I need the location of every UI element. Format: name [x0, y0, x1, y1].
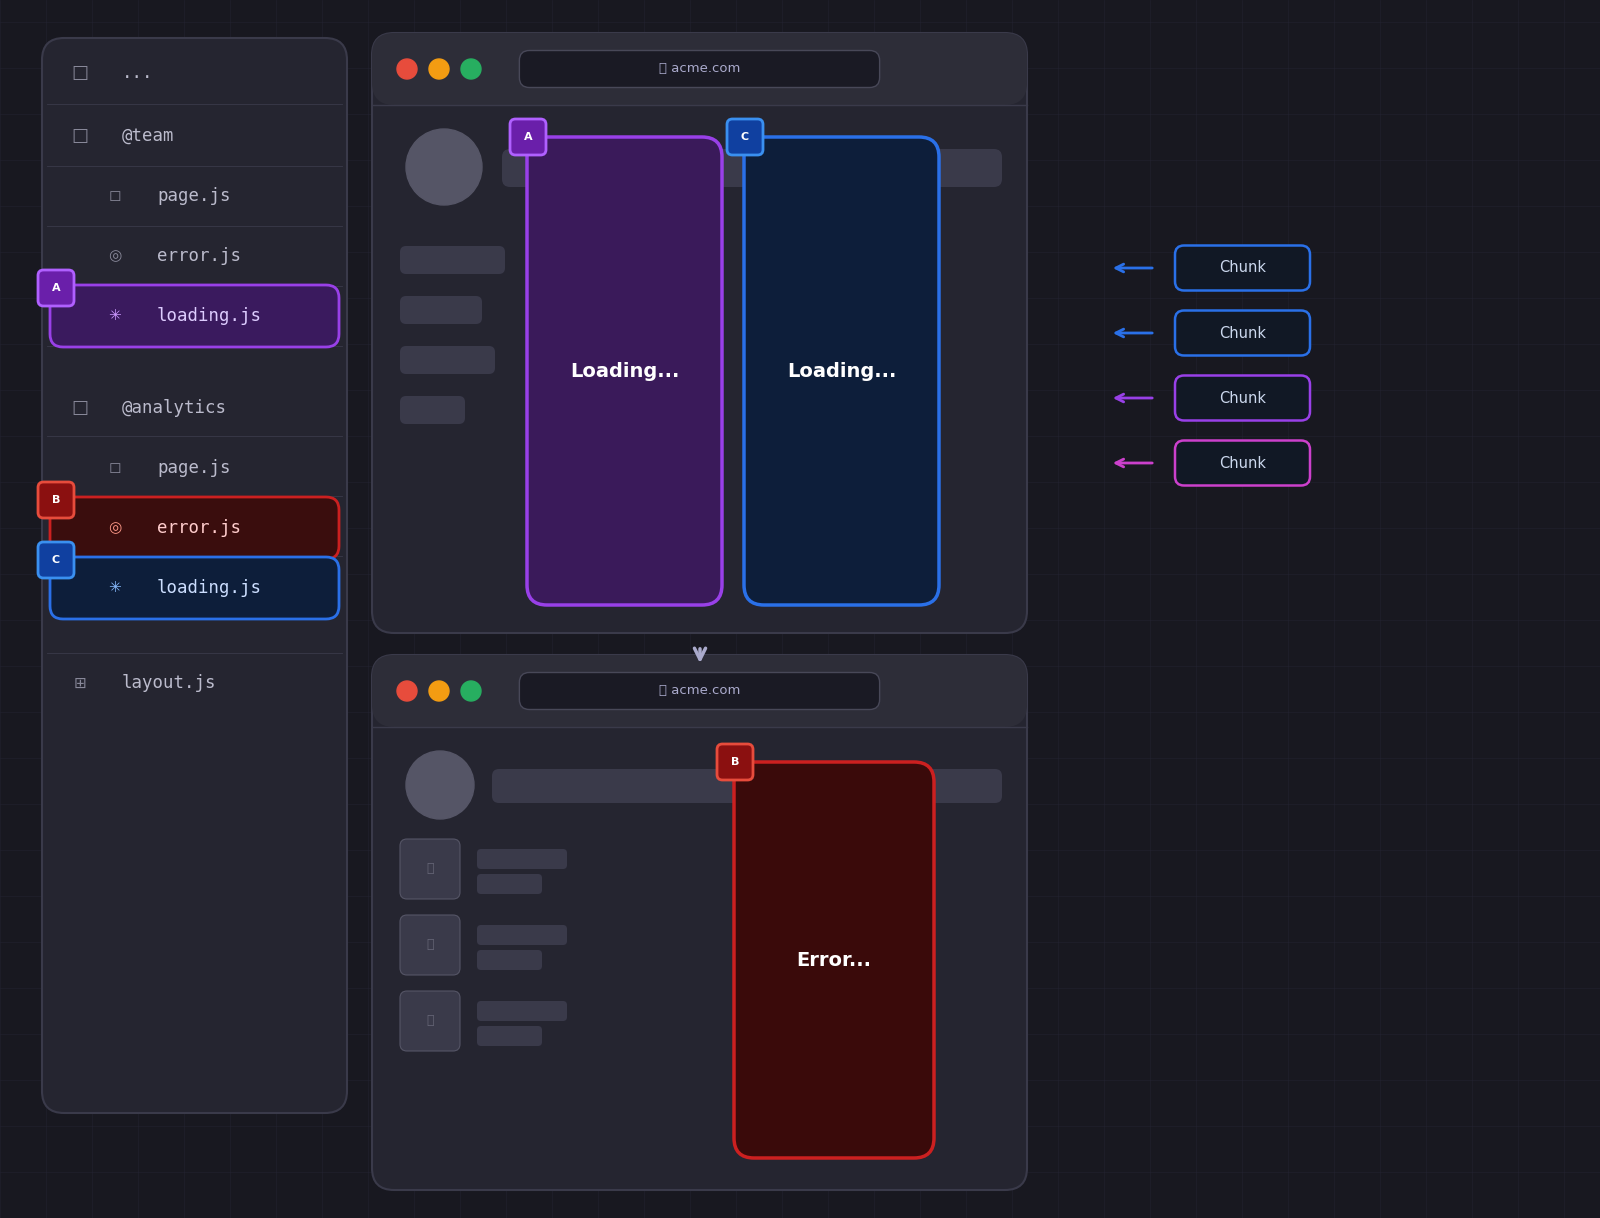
Text: C: C: [51, 555, 61, 565]
Circle shape: [461, 681, 482, 702]
FancyBboxPatch shape: [50, 285, 339, 347]
FancyBboxPatch shape: [1174, 311, 1310, 356]
FancyBboxPatch shape: [400, 991, 461, 1051]
Text: ...: ...: [122, 65, 154, 82]
Text: loading.js: loading.js: [157, 307, 262, 325]
FancyBboxPatch shape: [400, 246, 506, 274]
Text: C: C: [741, 132, 749, 143]
FancyBboxPatch shape: [477, 849, 566, 868]
Text: 🔒 acme.com: 🔒 acme.com: [659, 62, 741, 76]
FancyBboxPatch shape: [371, 655, 1027, 1190]
Text: Chunk: Chunk: [1219, 325, 1266, 341]
FancyBboxPatch shape: [400, 915, 461, 974]
FancyBboxPatch shape: [510, 119, 546, 155]
Text: ✳: ✳: [109, 308, 122, 324]
Text: ⊞: ⊞: [74, 676, 86, 691]
FancyBboxPatch shape: [400, 296, 482, 324]
FancyBboxPatch shape: [477, 875, 542, 894]
Text: Loading...: Loading...: [787, 362, 896, 380]
Text: Chunk: Chunk: [1219, 391, 1266, 406]
FancyBboxPatch shape: [371, 33, 1027, 105]
FancyBboxPatch shape: [371, 655, 1027, 727]
FancyBboxPatch shape: [520, 672, 880, 710]
Circle shape: [397, 58, 418, 79]
FancyBboxPatch shape: [520, 50, 880, 88]
Text: ⛰: ⛰: [426, 1015, 434, 1028]
FancyBboxPatch shape: [1174, 375, 1310, 420]
Text: page.js: page.js: [157, 459, 230, 477]
FancyBboxPatch shape: [477, 1026, 542, 1046]
Text: ⛰: ⛰: [426, 862, 434, 876]
Text: @team: @team: [122, 127, 174, 145]
Text: ◎: ◎: [109, 248, 122, 263]
FancyBboxPatch shape: [502, 149, 1002, 188]
Text: A: A: [523, 132, 533, 143]
Text: page.js: page.js: [157, 188, 230, 205]
Text: ◻: ◻: [109, 460, 122, 475]
Circle shape: [429, 681, 450, 702]
Circle shape: [406, 752, 474, 818]
Circle shape: [406, 129, 482, 205]
FancyBboxPatch shape: [493, 769, 1002, 803]
Text: Loading...: Loading...: [570, 362, 678, 380]
Text: □: □: [72, 127, 88, 145]
FancyBboxPatch shape: [50, 497, 339, 559]
FancyBboxPatch shape: [477, 1001, 566, 1021]
FancyBboxPatch shape: [717, 744, 754, 780]
FancyBboxPatch shape: [1174, 441, 1310, 486]
Text: ✳: ✳: [109, 581, 122, 596]
FancyBboxPatch shape: [744, 136, 939, 605]
Text: B: B: [731, 758, 739, 767]
FancyBboxPatch shape: [400, 346, 494, 374]
Circle shape: [429, 58, 450, 79]
Text: @analytics: @analytics: [122, 400, 227, 417]
Circle shape: [461, 58, 482, 79]
FancyBboxPatch shape: [400, 396, 466, 424]
FancyBboxPatch shape: [726, 119, 763, 155]
FancyBboxPatch shape: [42, 38, 347, 1113]
FancyBboxPatch shape: [371, 33, 1027, 633]
Text: □: □: [72, 65, 88, 82]
FancyBboxPatch shape: [38, 542, 74, 579]
Text: ◎: ◎: [109, 520, 122, 536]
FancyBboxPatch shape: [477, 950, 542, 970]
Text: layout.js: layout.js: [122, 674, 216, 692]
Text: error.js: error.js: [157, 519, 242, 537]
Text: ⛰: ⛰: [426, 939, 434, 951]
Text: error.js: error.js: [157, 247, 242, 266]
Text: Chunk: Chunk: [1219, 261, 1266, 275]
Text: B: B: [51, 495, 61, 505]
FancyBboxPatch shape: [1174, 246, 1310, 291]
FancyBboxPatch shape: [38, 270, 74, 306]
FancyBboxPatch shape: [477, 924, 566, 945]
Text: Error...: Error...: [797, 950, 872, 970]
Circle shape: [397, 681, 418, 702]
Text: Chunk: Chunk: [1219, 456, 1266, 470]
Text: loading.js: loading.js: [157, 579, 262, 597]
FancyBboxPatch shape: [734, 762, 934, 1158]
FancyBboxPatch shape: [526, 136, 722, 605]
Text: A: A: [51, 283, 61, 294]
FancyBboxPatch shape: [38, 482, 74, 518]
Text: ◻: ◻: [109, 189, 122, 203]
FancyBboxPatch shape: [50, 557, 339, 619]
FancyBboxPatch shape: [400, 839, 461, 899]
Text: 🔒 acme.com: 🔒 acme.com: [659, 685, 741, 698]
Text: □: □: [72, 400, 88, 417]
